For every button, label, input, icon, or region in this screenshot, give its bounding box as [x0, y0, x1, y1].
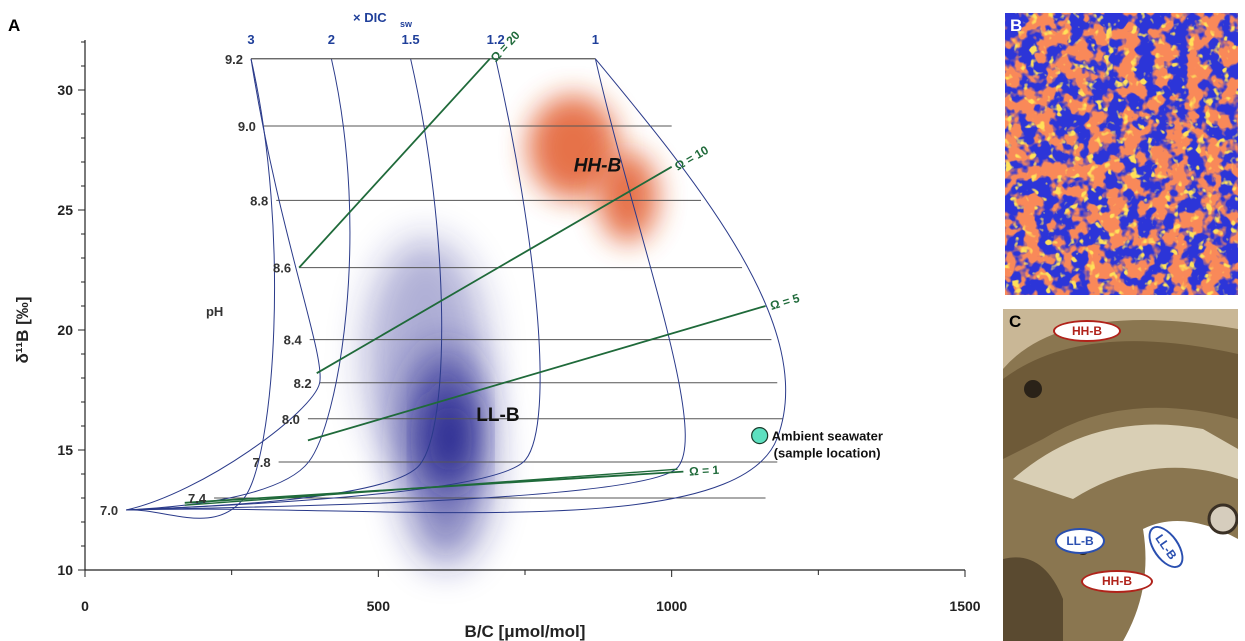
tag-llb-left: LL-B: [1055, 528, 1105, 554]
x-axis-title: B/C [μmol/mol]: [465, 622, 586, 641]
dic-tick-label: 1: [592, 32, 599, 47]
ph-tick-label: 7.0: [100, 503, 118, 518]
chart-labels: 9.2 9.0 8.8 8.6 8.4 8.2 8.0 7.8 7.4 7.0 pH 3 2 1.5 1.2…: [13, 10, 981, 641]
cluster-label-hhb: HH-B: [574, 156, 622, 177]
omega-lines: [184, 58, 766, 506]
omega-label: Ω = 10: [672, 143, 711, 174]
dic-tick-label: 1.5: [402, 32, 420, 47]
dic-envelope: [126, 58, 787, 514]
panel-letter-c: C: [1009, 312, 1022, 331]
dic-curve: [126, 58, 276, 519]
x-tick-label: 500: [367, 598, 391, 614]
panel-b-image: B: [1005, 13, 1238, 295]
ambient-seawater-point: [751, 427, 769, 445]
dic-tick-label: 1.2: [487, 32, 505, 47]
y-tick-label: 20: [57, 322, 73, 338]
y-tick-label: 10: [57, 562, 73, 578]
dic-curve: [126, 58, 541, 511]
y-tick-label: 15: [57, 442, 73, 458]
panel-letter-b: B: [1010, 16, 1023, 35]
ambient-seawater-sublabel: (sample location): [774, 446, 881, 461]
x-tick-label: 1500: [949, 598, 980, 614]
panel-c-micrograph: C HH-B LL-B LL-B HH-B: [1003, 309, 1238, 641]
y-tick-label: 25: [57, 202, 73, 218]
chart-panel-a: A 9.2 9.0 8.8 8.6 8.4 8.2 8.0 7.8 7.4 7.0 pH 3 2 1.5 1…: [8, 10, 981, 641]
ambient-seawater-label: Ambient seawater: [772, 429, 883, 444]
dic-axis-subscript: sw: [400, 19, 413, 29]
omega-line: [298, 58, 491, 269]
ph-axis-label: pH: [206, 304, 223, 319]
dic-envelope: [125, 58, 321, 511]
ph-tick-label: 9.2: [225, 52, 243, 67]
false-color-map: [1005, 13, 1238, 295]
omega-label: Ω = 5: [768, 291, 801, 313]
ph-tick-label: 8.4: [284, 333, 303, 348]
ph-tick-label: 9.0: [238, 119, 256, 134]
tag-hhb-top: HH-B: [1053, 320, 1121, 342]
omega-line: [184, 468, 678, 506]
cluster-llb-cloud: [428, 389, 473, 489]
axes: [78, 40, 966, 577]
ph-tick-label: 8.2: [294, 376, 312, 391]
cluster-hhb-cloud: [528, 95, 618, 200]
dic-tick-label: 2: [328, 32, 335, 47]
x-tick-label: 0: [81, 598, 89, 614]
ph-tick-label: 7.4: [188, 491, 207, 506]
ph-tick-label: 7.8: [253, 455, 271, 470]
y-axis-title: δ¹¹B [‰]: [13, 297, 32, 364]
tag-hhb-bottom: HH-B: [1081, 570, 1153, 593]
cluster-label-llb: LL-B: [476, 405, 519, 426]
ph-tick-label: 8.8: [250, 193, 268, 208]
x-tick-label: 1000: [656, 598, 687, 614]
ph-tick-label: 8.6: [273, 261, 291, 276]
omega-label: Ω = 1: [689, 463, 720, 479]
omega-line: [307, 305, 766, 442]
y-tick-label: 30: [57, 82, 73, 98]
dic-axis-label: × DIC: [353, 10, 387, 25]
cluster-hhb-cloud: [598, 152, 658, 243]
dic-tick-label: 3: [247, 32, 254, 47]
ph-tick-label: 8.0: [282, 412, 300, 427]
panel-letter-a: A: [8, 16, 20, 35]
omega-line: [316, 166, 673, 374]
